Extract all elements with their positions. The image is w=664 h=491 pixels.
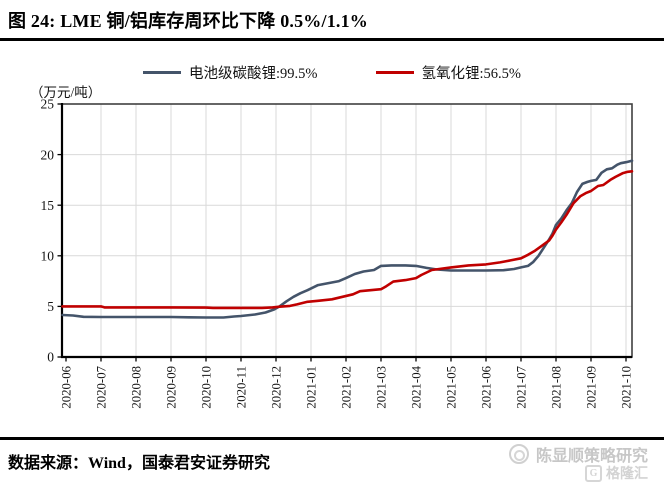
y-tick-label: 15	[41, 198, 55, 213]
watermark-avatar-icon	[508, 444, 529, 464]
page-title: 图 24: LME 铜/铝库存周环比下降 0.5%/1.1%	[8, 11, 368, 31]
legend-item-lithium-carbonate: 电池级碳酸锂:99.5%	[143, 62, 318, 83]
x-tick-label: 2021-02	[340, 366, 354, 409]
y-axis-ticks: 0 5 10 15 20 25	[41, 97, 62, 365]
x-tick-label: 2020-12	[270, 366, 284, 409]
legend-swatch-lithium-hydroxide	[375, 71, 414, 74]
series-line-0	[61, 159, 634, 319]
footer-divider	[0, 437, 664, 440]
y-axis-unit-label: （万元/吨）	[30, 85, 102, 100]
watermark-brand-icon: G	[585, 464, 602, 482]
title-divider	[0, 38, 664, 41]
legend-label-lithium-hydroxide: 氢氧化锂:56.5%	[421, 66, 521, 82]
x-tick-label: 2021-07	[515, 365, 529, 408]
watermark-author-row: 陈显顺策略研究	[508, 442, 648, 466]
y-tick-label: 5	[47, 299, 54, 314]
x-tick-label: 2021-10	[620, 366, 634, 409]
watermark: 陈显顺策略研究 G 格隆汇	[508, 442, 648, 483]
x-tick-label: 2020-08	[130, 366, 144, 409]
x-tick-label: 2021-06	[480, 365, 494, 408]
watermark-brand-row: G 格隆汇	[509, 463, 648, 483]
x-tick-label: 2021-01	[305, 366, 319, 409]
y-tick-label: 25	[41, 97, 55, 112]
data-source: 数据来源：Wind，国泰君安证券研究	[8, 455, 270, 472]
legend-label-lithium-carbonate: 电池级碳酸锂:99.5%	[189, 66, 318, 82]
x-tick-label: 2021-09	[585, 366, 599, 409]
x-tick-label: 2021-08	[550, 366, 564, 409]
watermark-author-text: 陈显顺策略研究	[535, 448, 648, 465]
series-line-1	[61, 170, 634, 310]
chart-legend: 电池级碳酸锂:99.5% 氢氧化锂:56.5%	[0, 62, 664, 83]
x-tick-label: 2020-10	[200, 366, 214, 409]
legend-swatch-lithium-carbonate	[143, 71, 182, 74]
x-tick-label: 2020-07	[95, 365, 109, 408]
y-tick-label: 20	[41, 147, 55, 162]
x-axis-ticks: 2020-06 2020-07 2020-08 2020-09 2020-10 2020-…	[60, 357, 634, 409]
x-tick-label: 2021-03	[375, 366, 389, 409]
gridlines	[62, 104, 632, 357]
x-tick-label: 2020-09	[165, 366, 179, 409]
watermark-brand-text: 格隆汇	[606, 467, 648, 482]
x-tick-label: 2021-05	[445, 366, 459, 409]
y-tick-label: 10	[41, 249, 55, 264]
y-tick-label: 0	[47, 350, 54, 365]
legend-item-lithium-hydroxide: 氢氧化锂:56.5%	[375, 62, 521, 83]
x-tick-label: 2020-06	[60, 365, 74, 408]
x-tick-label: 2021-04	[410, 365, 424, 408]
x-tick-label: 2020-11	[235, 366, 249, 408]
